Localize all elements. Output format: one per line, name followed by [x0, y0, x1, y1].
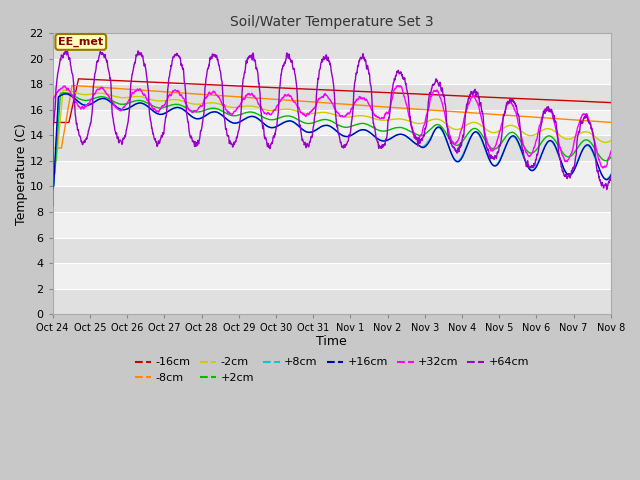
Bar	[52, 288, 611, 314]
X-axis label: Time: Time	[316, 335, 347, 348]
Bar	[52, 263, 611, 288]
Title: Soil/Water Temperature Set 3: Soil/Water Temperature Set 3	[230, 15, 433, 29]
Text: EE_met: EE_met	[58, 37, 104, 47]
Bar	[52, 33, 611, 59]
Bar	[52, 109, 611, 135]
Bar	[52, 212, 611, 238]
Bar	[52, 135, 611, 161]
Bar	[52, 84, 611, 109]
Bar	[52, 161, 611, 186]
Legend: -16cm, -8cm, -2cm, +2cm, +8cm, +16cm, +32cm, +64cm: -16cm, -8cm, -2cm, +2cm, +8cm, +16cm, +3…	[130, 353, 534, 387]
Y-axis label: Temperature (C): Temperature (C)	[15, 123, 28, 225]
Bar	[52, 186, 611, 212]
Bar	[52, 59, 611, 84]
Bar	[52, 238, 611, 263]
